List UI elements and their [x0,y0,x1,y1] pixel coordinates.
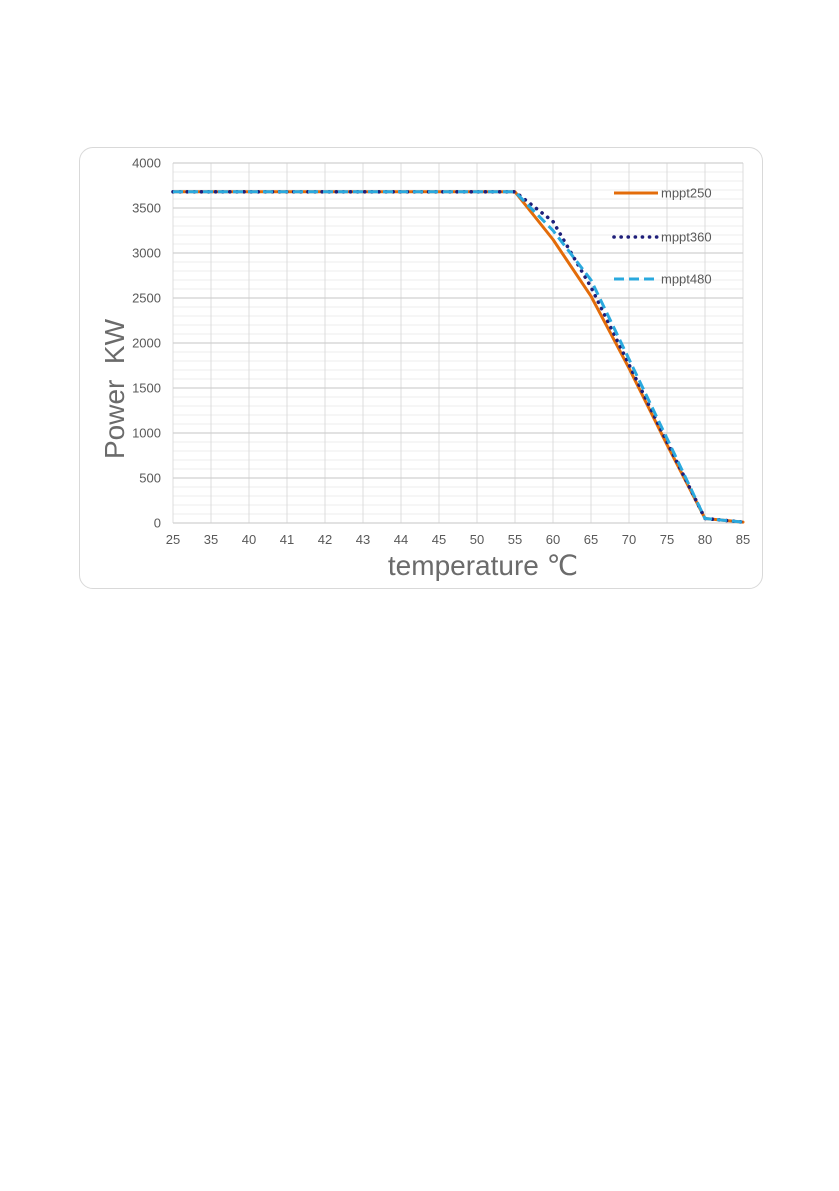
x-tick-label: 75 [660,532,674,547]
grid-lines [172,162,744,524]
series-line-mppt480 [173,190,744,524]
y-tick-label: 1500 [132,381,161,396]
y-tick-label: 4000 [132,156,161,171]
x-tick-label: 85 [736,532,750,547]
series-line-mppt360 [171,190,745,524]
y-tick-label: 2000 [132,336,161,351]
legend-label: mppt360 [661,230,712,245]
x-tick-label: 50 [470,532,484,547]
x-tick-label: 25 [166,532,180,547]
x-tick-label: 70 [622,532,636,547]
y-tick-label: 1000 [132,426,161,441]
chart-frame [79,147,763,589]
y-axis-title: Power KW [99,318,130,459]
series-line-mppt250 [171,190,745,524]
x-tick-label: 80 [698,532,712,547]
x-tick-label: 35 [204,532,218,547]
x-tick-label: 40 [242,532,256,547]
x-axis-title: temperature ℃ [388,550,578,581]
y-tick-label: 3500 [132,201,161,216]
legend-label: mppt480 [661,272,712,287]
x-tick-label: 65 [584,532,598,547]
x-tick-label: 45 [432,532,446,547]
x-tick-label: 55 [508,532,522,547]
y-tick-label: 500 [139,471,161,486]
y-tick-label: 3000 [132,246,161,261]
legend: mppt250 mppt360 mppt480 [612,186,712,287]
y-tick-label: 2500 [132,291,161,306]
x-tick-label: 42 [318,532,332,547]
x-tick-label: 44 [394,532,408,547]
x-tick-label: 41 [280,532,294,547]
x-tick-label: 43 [356,532,370,547]
legend-label: mppt250 [661,186,712,201]
x-tick-label: 60 [546,532,560,547]
y-tick-label: 0 [154,516,161,531]
